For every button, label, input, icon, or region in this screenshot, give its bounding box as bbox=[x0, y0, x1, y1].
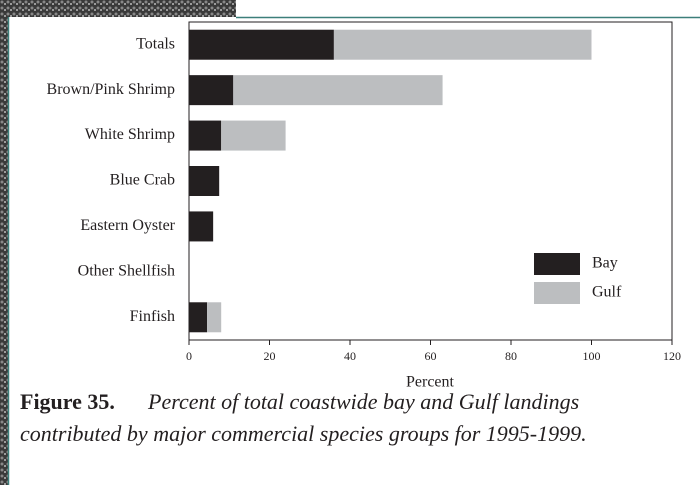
y-tick-label: Eastern Oyster bbox=[80, 217, 175, 234]
x-tick-label: 40 bbox=[344, 349, 356, 363]
x-tick-label: 20 bbox=[264, 349, 276, 363]
y-tick-label: Blue Crab bbox=[110, 172, 175, 189]
bar-segment bbox=[207, 302, 222, 333]
bar-segment bbox=[189, 120, 222, 151]
legend-label: Gulf bbox=[592, 284, 622, 301]
x-tick-label: 80 bbox=[505, 349, 517, 363]
caption: contributed by major commercial species … bbox=[20, 421, 587, 446]
x-tick-label: 100 bbox=[583, 349, 601, 363]
bar-segment bbox=[189, 211, 214, 242]
y-tick-label: Other Shellfish bbox=[78, 263, 175, 280]
bar-segment bbox=[189, 29, 334, 60]
y-tick-label: White Shrimp bbox=[85, 126, 175, 143]
legend-swatch bbox=[534, 282, 580, 304]
caption: Percent of total coastwide bay and Gulf … bbox=[147, 389, 579, 414]
y-tick-label: Finfish bbox=[130, 308, 175, 325]
legend-label: Bay bbox=[592, 255, 618, 272]
bar-segment bbox=[189, 302, 208, 333]
bar-segment bbox=[189, 166, 220, 196]
bar-segment bbox=[333, 29, 592, 60]
bar-segment bbox=[233, 75, 443, 106]
figure-label: Figure 35. bbox=[20, 389, 115, 414]
x-tick-label: 60 bbox=[425, 349, 437, 363]
x-tick-label: 120 bbox=[663, 349, 681, 363]
photo-corner bbox=[0, 0, 236, 17]
y-tick-label: Totals bbox=[136, 35, 175, 52]
y-tick-label: Brown/Pink Shrimp bbox=[47, 81, 175, 98]
bar-segment bbox=[189, 75, 234, 106]
x-tick-label: 0 bbox=[186, 349, 192, 363]
photo-edge bbox=[0, 17, 8, 485]
legend-swatch bbox=[534, 253, 580, 275]
x-axis-label: Percent bbox=[406, 374, 455, 391]
bar-segment bbox=[221, 120, 286, 151]
